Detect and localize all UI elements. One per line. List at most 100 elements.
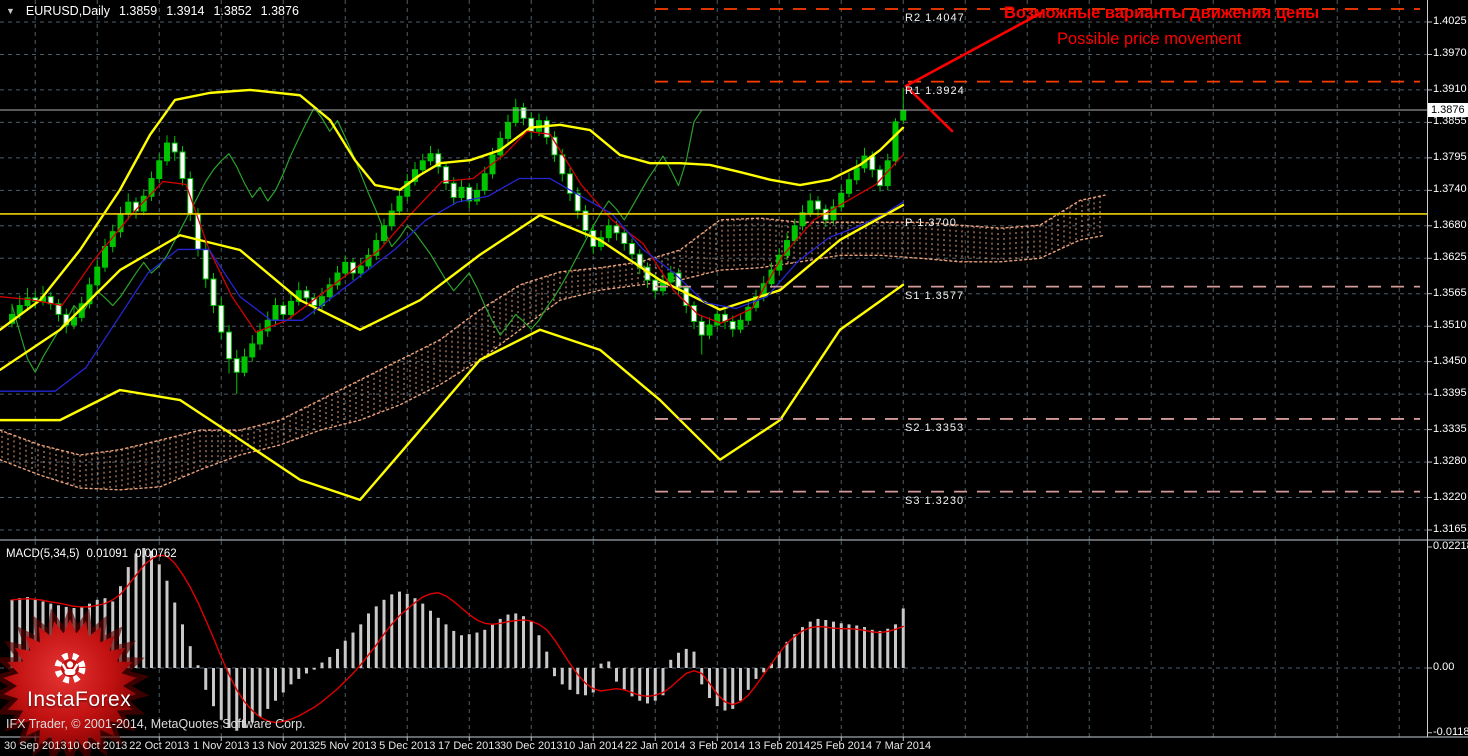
instaforex-person-arm-right <box>72 663 79 671</box>
macd-histogram-bar <box>731 668 735 709</box>
candle-bull <box>505 121 511 139</box>
macd-histogram-bar <box>630 668 634 697</box>
candle-bull <box>892 121 899 162</box>
macd-histogram-bar <box>281 668 285 693</box>
candle-bull <box>381 225 387 242</box>
macd-histogram-bar <box>359 624 363 668</box>
macd-histogram-bar <box>444 624 448 668</box>
candle-bull <box>481 173 488 191</box>
macd-histogram-bar <box>793 634 797 668</box>
macd-histogram-bar <box>715 668 719 707</box>
macd-histogram-bar <box>684 648 688 668</box>
candle-bull <box>474 189 480 202</box>
macd-histogram-bar <box>700 668 704 685</box>
macd-histogram-bar <box>894 624 897 668</box>
macd-histogram-bar <box>274 668 277 701</box>
macd-histogram-bar <box>661 668 665 696</box>
macd-histogram-bar <box>312 668 316 670</box>
macd-histogram-bar <box>622 668 626 690</box>
instaforex-person-body <box>64 669 76 675</box>
candle-bear <box>280 305 287 315</box>
candle-bull <box>791 225 798 242</box>
macd-histogram-bar <box>870 629 874 668</box>
candle-bull <box>404 180 411 197</box>
macd-histogram-bar <box>119 586 122 668</box>
macd-histogram-bar <box>801 627 804 668</box>
tenkan-sen-line <box>0 130 904 333</box>
macd-histogram-bar <box>591 668 595 693</box>
macd-histogram-bar <box>413 598 417 668</box>
macd-histogram-bar <box>739 668 742 701</box>
kijun-sen-line <box>0 177 904 392</box>
macd-histogram-bar <box>560 668 564 685</box>
macd-histogram-bar <box>142 547 146 668</box>
candle-bull <box>24 297 31 307</box>
macd-histogram-bar <box>219 668 223 720</box>
macd-histogram-bar <box>808 621 812 668</box>
macd-histogram-bar <box>297 668 301 679</box>
macd-histogram-bar <box>537 635 541 668</box>
candle-bear <box>520 107 527 119</box>
macd-histogram-bar <box>863 627 866 668</box>
candle-bear <box>55 303 62 315</box>
candle-bear <box>567 173 573 194</box>
macd-histogram-bar <box>258 668 262 718</box>
bollinger-middle-line <box>0 203 905 372</box>
candle-bear <box>582 210 589 232</box>
senkou-span-b-line <box>0 234 1106 491</box>
candle-bull <box>714 313 721 326</box>
macd-histogram-bar <box>692 651 696 668</box>
macd-histogram-bar <box>235 668 239 731</box>
macd-histogram-bar <box>901 608 905 668</box>
macd-histogram-bar <box>785 641 789 668</box>
macd-histogram-bar <box>150 550 153 668</box>
candle-bear <box>729 320 736 330</box>
candle-bull <box>109 231 116 247</box>
macd-histogram-bar <box>134 553 138 668</box>
candle-bear <box>698 320 705 336</box>
candle-bear <box>629 243 635 255</box>
candle-bull <box>706 324 713 336</box>
candle-bull <box>125 201 132 215</box>
macd-signal-line <box>11 554 904 724</box>
macd-histogram-bar <box>491 624 494 668</box>
candle-bear <box>450 182 457 198</box>
candle-bear <box>574 192 581 212</box>
macd-histogram-bar <box>770 663 773 668</box>
candle-bear <box>210 278 217 307</box>
candle-bear <box>303 290 310 299</box>
candle-bull <box>807 200 814 214</box>
candle-bull <box>264 319 271 332</box>
macd-histogram-bar <box>421 603 425 668</box>
macd-histogram-bar <box>336 648 339 668</box>
candle-bull <box>257 330 263 345</box>
macd-histogram-bar <box>351 632 355 668</box>
macd-histogram-bar <box>839 623 843 668</box>
candle-bull <box>357 265 364 274</box>
candle-bull <box>373 240 380 256</box>
macd-histogram-bar <box>777 651 781 668</box>
macd-histogram-bar <box>514 613 518 668</box>
macd-histogram-bar <box>467 634 471 668</box>
candle-bear <box>179 151 186 180</box>
bollinger-upper-line <box>0 88 905 331</box>
macd-histogram-bar <box>723 668 727 711</box>
macd-histogram-bar <box>545 651 549 668</box>
macd-histogram-bar <box>460 635 463 668</box>
macd-histogram-bar <box>429 610 432 668</box>
candle-bull <box>94 266 101 286</box>
macd-histogram-bar <box>584 668 587 696</box>
candle-bear <box>171 142 178 153</box>
bollinger-lower-line <box>0 283 905 502</box>
macd-histogram-bar <box>173 602 177 668</box>
macd-histogram-bar <box>824 619 828 668</box>
candle-bear <box>443 166 449 184</box>
candle-bull <box>249 343 256 358</box>
candle-bull <box>512 107 519 123</box>
candle-bull <box>605 225 612 239</box>
macd-histogram-bar <box>212 668 215 707</box>
candle-bull <box>667 272 674 283</box>
candle-bear <box>202 248 209 280</box>
candle-bull <box>396 195 403 212</box>
